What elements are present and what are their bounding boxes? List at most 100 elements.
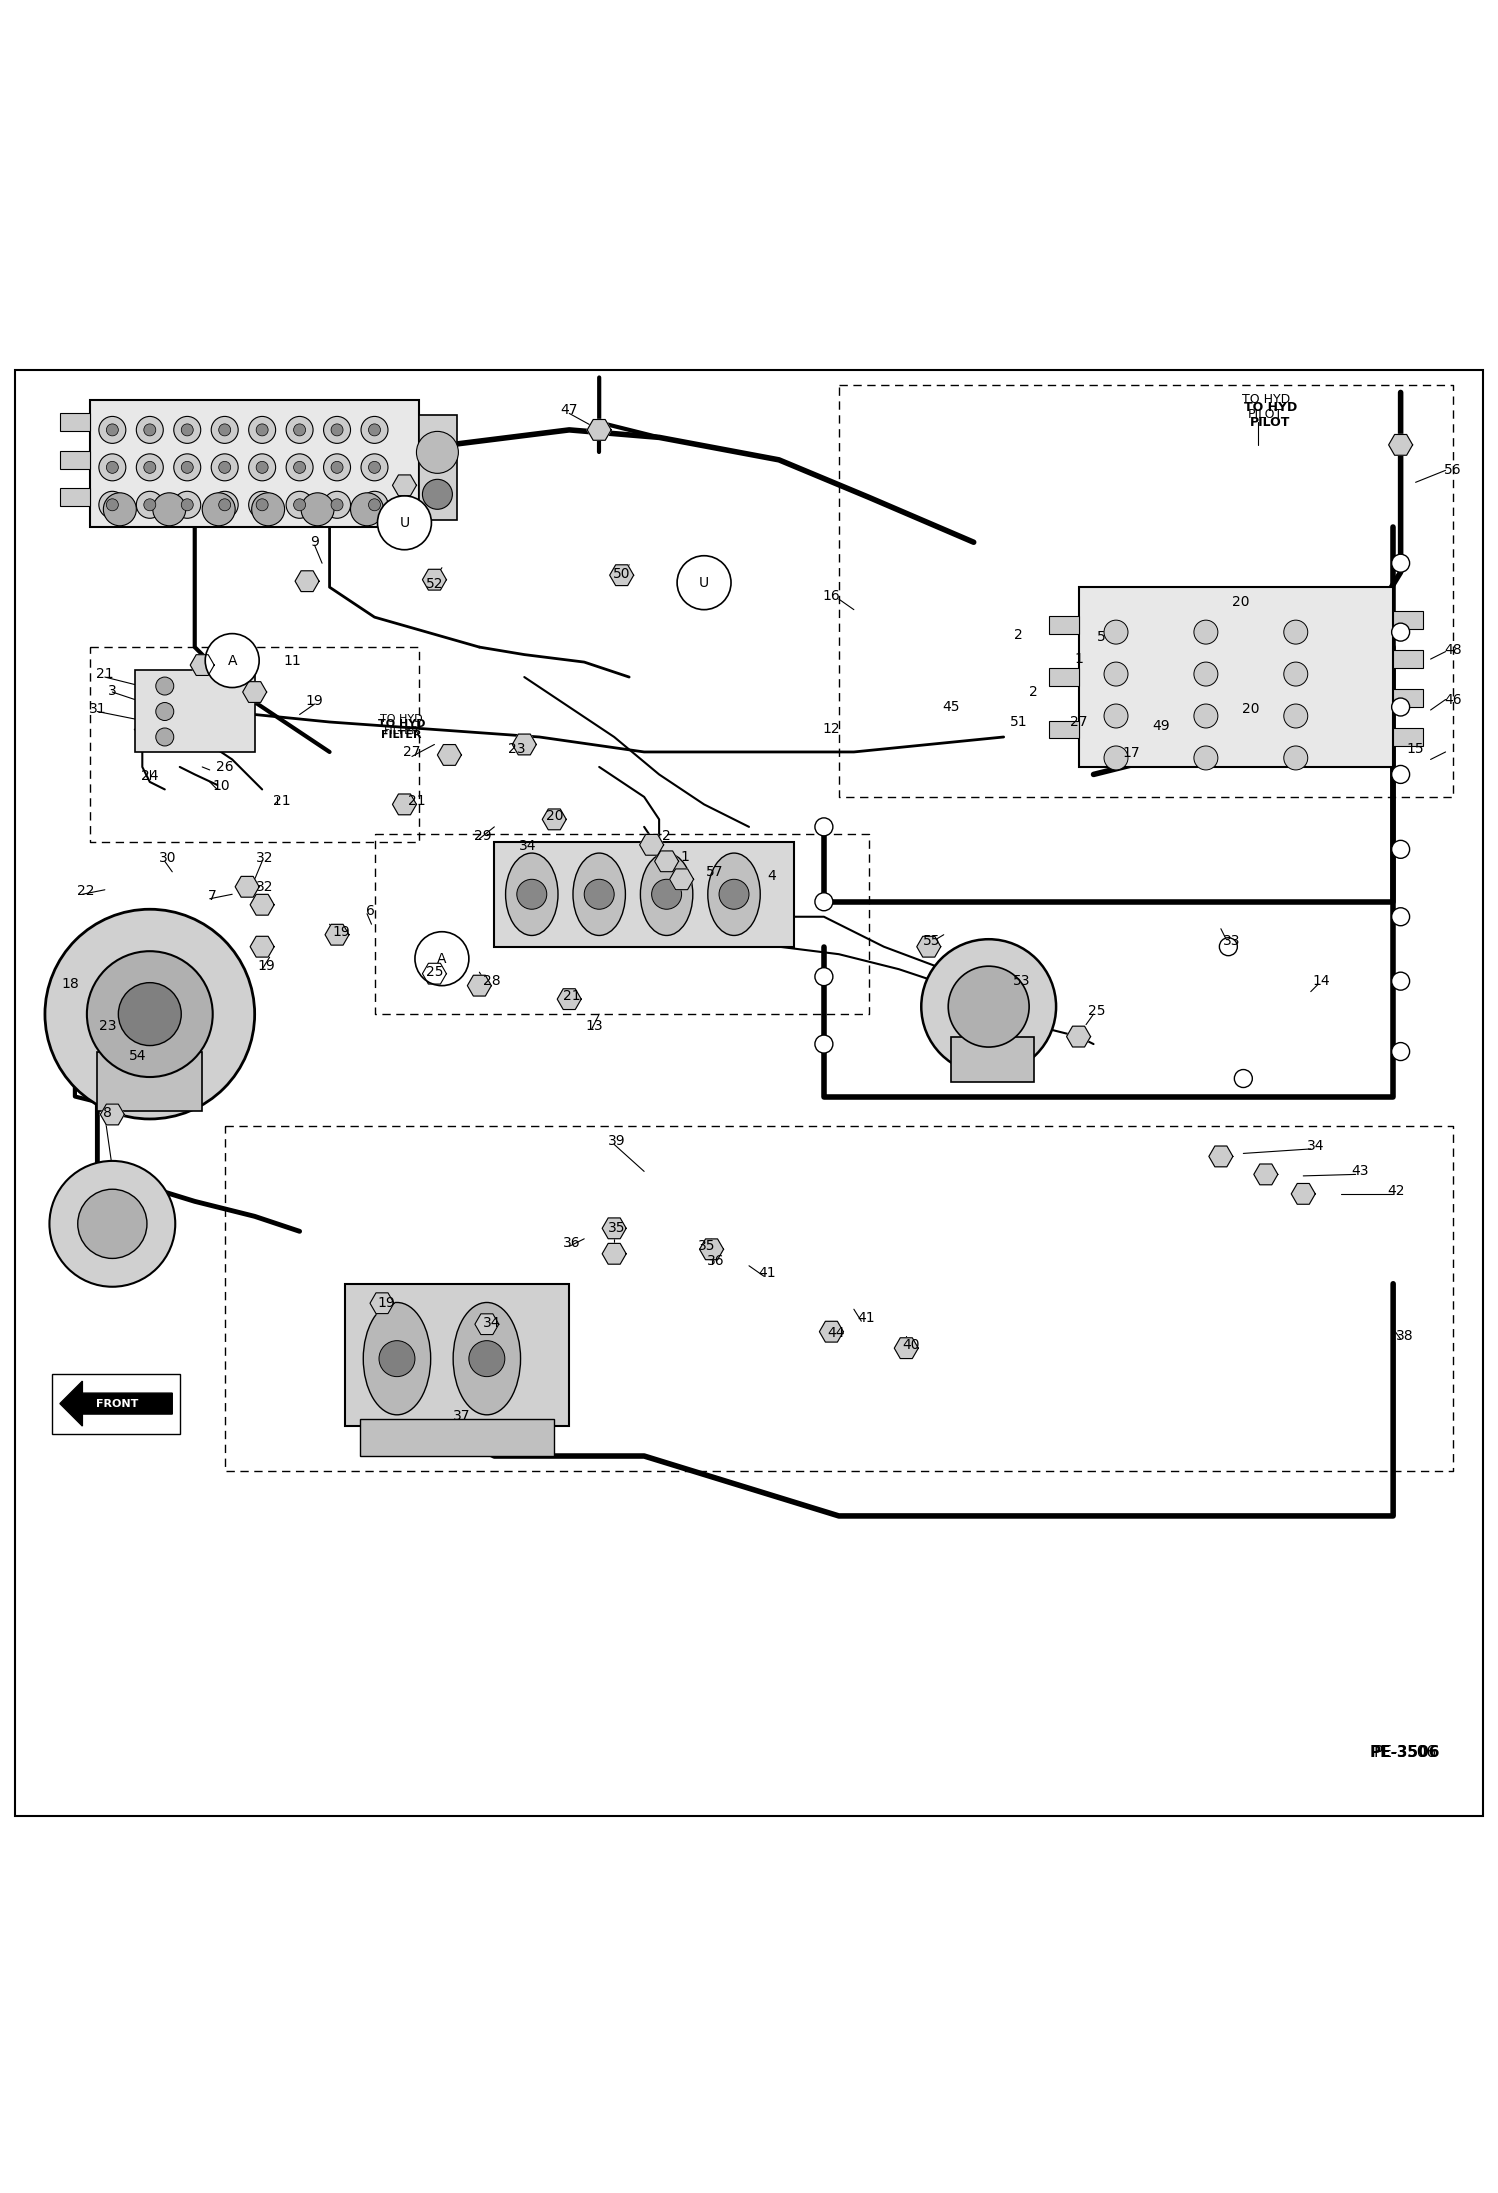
Text: 19: 19: [377, 1296, 395, 1309]
Circle shape: [1284, 704, 1308, 728]
Circle shape: [103, 493, 136, 526]
Polygon shape: [602, 1217, 626, 1239]
Circle shape: [1194, 704, 1218, 728]
Text: 41: 41: [758, 1265, 776, 1281]
Circle shape: [369, 461, 380, 474]
Text: 20: 20: [545, 809, 563, 822]
Circle shape: [517, 879, 547, 910]
Circle shape: [921, 939, 1056, 1075]
FancyBboxPatch shape: [135, 669, 255, 752]
Text: 55: 55: [923, 934, 941, 947]
Circle shape: [156, 678, 174, 695]
Circle shape: [1392, 1042, 1410, 1061]
Polygon shape: [243, 682, 267, 702]
Bar: [1393, 612, 1423, 629]
Circle shape: [136, 417, 163, 443]
Polygon shape: [437, 746, 461, 765]
Circle shape: [181, 461, 193, 474]
Circle shape: [1392, 623, 1410, 640]
Circle shape: [361, 454, 388, 480]
Text: 39: 39: [608, 1134, 626, 1149]
Text: 34: 34: [1306, 1138, 1324, 1154]
Circle shape: [294, 423, 306, 436]
Circle shape: [324, 417, 351, 443]
Text: 12: 12: [822, 721, 840, 737]
Text: U: U: [400, 515, 409, 531]
Circle shape: [144, 461, 156, 474]
Circle shape: [1392, 840, 1410, 857]
Text: 21: 21: [96, 667, 114, 682]
Text: 30: 30: [159, 851, 177, 866]
Text: 1: 1: [680, 851, 689, 864]
Bar: [1393, 649, 1423, 669]
Text: 16: 16: [822, 590, 840, 603]
Circle shape: [1104, 746, 1128, 770]
Text: 37: 37: [452, 1408, 470, 1423]
Circle shape: [219, 498, 231, 511]
Ellipse shape: [709, 853, 761, 936]
Text: 49: 49: [1152, 719, 1170, 732]
Circle shape: [815, 1035, 833, 1053]
Text: TO HYD
PILOT: TO HYD PILOT: [1243, 401, 1297, 430]
Circle shape: [153, 493, 186, 526]
Text: 27: 27: [403, 746, 421, 759]
Text: 19: 19: [258, 958, 276, 974]
Polygon shape: [467, 976, 491, 996]
Bar: [951, 1037, 1034, 1081]
Circle shape: [156, 702, 174, 721]
FancyBboxPatch shape: [1079, 588, 1393, 768]
Circle shape: [1392, 908, 1410, 925]
Polygon shape: [557, 989, 581, 1009]
Circle shape: [174, 454, 201, 480]
Polygon shape: [1389, 434, 1413, 456]
Text: 2: 2: [1014, 627, 1023, 643]
Text: 20: 20: [1231, 594, 1249, 610]
Text: 2: 2: [662, 829, 671, 842]
Circle shape: [1392, 555, 1410, 572]
Circle shape: [815, 818, 833, 836]
Circle shape: [211, 417, 238, 443]
Text: 21: 21: [273, 794, 291, 809]
Circle shape: [677, 555, 731, 610]
Polygon shape: [640, 836, 664, 855]
Text: 19: 19: [333, 925, 351, 939]
Circle shape: [99, 417, 126, 443]
Polygon shape: [587, 419, 611, 441]
Text: 8: 8: [103, 1105, 112, 1121]
Circle shape: [256, 498, 268, 511]
Text: 15: 15: [1407, 741, 1425, 757]
Polygon shape: [1067, 1026, 1091, 1046]
Circle shape: [379, 1340, 415, 1377]
Text: 53: 53: [1013, 974, 1031, 989]
Circle shape: [584, 879, 614, 910]
Circle shape: [202, 493, 235, 526]
Text: 26: 26: [216, 761, 234, 774]
Text: 11: 11: [283, 654, 301, 667]
Text: 42: 42: [1387, 1184, 1405, 1197]
Text: 33: 33: [1222, 934, 1240, 947]
Text: TO HYD
PILOT: TO HYD PILOT: [1242, 393, 1290, 421]
Text: FRONT: FRONT: [96, 1399, 138, 1408]
Text: 21: 21: [407, 794, 425, 809]
Polygon shape: [894, 1338, 918, 1357]
Text: 46: 46: [1444, 693, 1462, 706]
Circle shape: [324, 454, 351, 480]
Circle shape: [719, 879, 749, 910]
Circle shape: [652, 879, 682, 910]
Polygon shape: [370, 1294, 394, 1314]
Circle shape: [106, 461, 118, 474]
Circle shape: [1104, 621, 1128, 645]
Circle shape: [351, 493, 383, 526]
Text: 36: 36: [563, 1237, 581, 1250]
Text: 20: 20: [1242, 702, 1260, 715]
Bar: [1393, 689, 1423, 706]
Polygon shape: [190, 656, 214, 675]
Circle shape: [49, 1160, 175, 1287]
Circle shape: [1284, 746, 1308, 770]
Circle shape: [331, 498, 343, 511]
Polygon shape: [250, 936, 274, 956]
Text: 32: 32: [256, 851, 274, 866]
Text: 44: 44: [827, 1327, 845, 1340]
Ellipse shape: [506, 853, 559, 936]
Circle shape: [1392, 971, 1410, 991]
